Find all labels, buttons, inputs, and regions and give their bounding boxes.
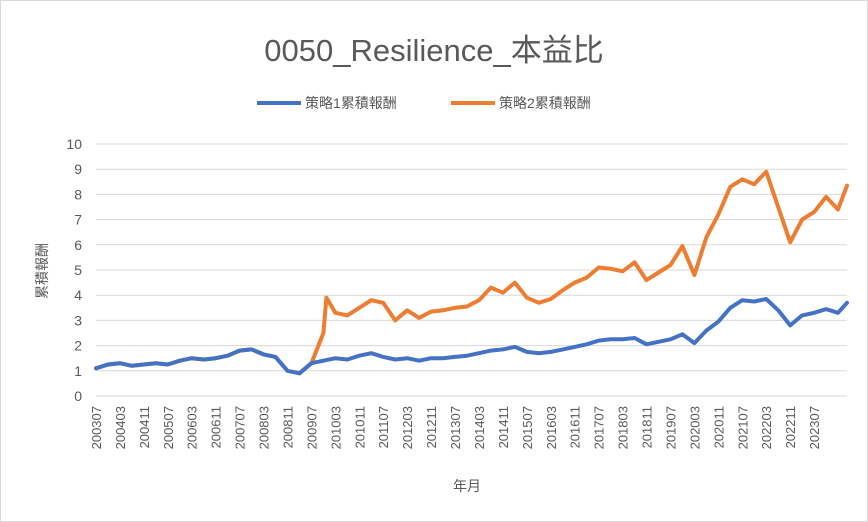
x-tick-label: 200403: [113, 406, 128, 449]
x-tick-label: 200411: [137, 406, 152, 448]
y-tick-label: 9: [74, 161, 82, 177]
x-tick-label: 201003: [328, 406, 343, 449]
x-tick-label: 200803: [257, 406, 272, 449]
legend-label-series-1: 策略1累積報酬: [305, 95, 397, 111]
x-tick-label: 202107: [735, 406, 750, 449]
x-tick-label: 201811: [640, 406, 655, 448]
y-tick-label: 1: [74, 363, 82, 379]
x-tick-label: 201707: [592, 406, 607, 449]
series-lines: [94, 169, 849, 376]
x-tick-label: 201603: [544, 406, 559, 449]
y-axis-label: 累積報酬: [34, 243, 50, 299]
y-tick-label: 7: [74, 212, 82, 228]
y-tick-label: 3: [74, 312, 82, 328]
x-tick-label: 200611: [209, 406, 224, 448]
legend: 策略1累積報酬 策略2累積報酬: [257, 95, 591, 111]
x-tick-label: 201507: [520, 406, 535, 449]
x-tick-label: 201907: [663, 406, 678, 449]
x-tick-label: 202011: [711, 406, 726, 448]
x-tick-label: 200307: [89, 406, 104, 449]
x-axis-label: 年月: [453, 478, 481, 494]
y-tick-label: 4: [74, 287, 82, 303]
chart-title: 0050_Resilience_本益比: [264, 33, 603, 68]
x-tick-label: 202203: [759, 406, 774, 449]
series-line-1: [94, 297, 849, 376]
y-tick-label: 8: [74, 186, 82, 202]
x-tick-label: 201403: [472, 406, 487, 449]
x-tick-label: 201803: [616, 406, 631, 449]
x-tick-label: 202307: [807, 406, 822, 449]
y-tick-label: 0: [74, 388, 82, 404]
x-tick-label: 201307: [448, 406, 463, 449]
y-tick-label: 6: [74, 237, 82, 253]
x-tick-label: 202003: [687, 406, 702, 449]
series-line-2: [94, 169, 849, 376]
x-tick-label: 200507: [161, 406, 176, 449]
x-tick-label: 201011: [352, 406, 367, 448]
x-tick-label: 200707: [233, 406, 248, 449]
x-axis-ticks: 200307 200403 200411 200507 200603 200611 2007…: [89, 406, 822, 449]
legend-label-series-2: 策略2累積報酬: [499, 95, 591, 111]
x-tick-label: 201107: [376, 406, 391, 448]
x-tick-label: 200907: [304, 406, 319, 449]
x-tick-label: 202211: [783, 406, 798, 448]
gridlines: [96, 143, 847, 397]
x-tick-label: 201203: [400, 406, 415, 449]
x-tick-label: 200811: [280, 406, 295, 448]
x-tick-label: 201611: [568, 406, 583, 448]
y-tick-label: 5: [74, 262, 82, 278]
y-axis-ticks: 0 1 2 3 4 5 6 7 8 9 10: [66, 136, 82, 404]
x-tick-label: 201211: [424, 406, 439, 448]
y-tick-label: 10: [66, 136, 82, 152]
x-tick-label: 201411: [496, 406, 511, 448]
x-tick-label: 200603: [185, 406, 200, 449]
y-tick-label: 2: [74, 338, 82, 354]
